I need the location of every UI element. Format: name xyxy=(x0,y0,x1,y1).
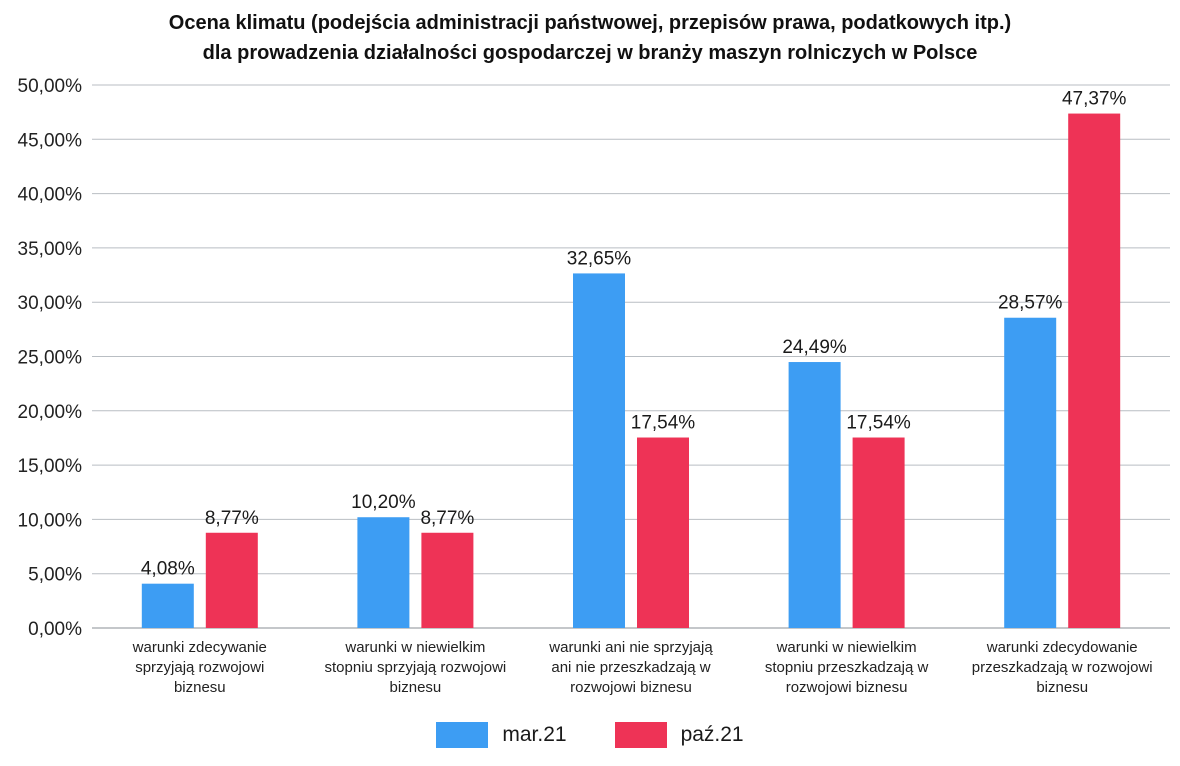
bar xyxy=(637,437,689,628)
chart-title-line-1: Ocena klimatu (podejścia administracji p… xyxy=(168,12,1012,34)
data-label: 17,54% xyxy=(631,413,696,434)
y-tick-label: 5,00% xyxy=(28,565,82,586)
bar-chart-plot: 0,00% 5,00% 10,00% 15,00% 20,00% 25,00% 30,00%… xyxy=(18,76,1170,696)
data-label: 8,77% xyxy=(420,508,474,529)
y-tick-label: 35,00% xyxy=(18,239,83,260)
bar xyxy=(573,273,625,628)
x-category-label: warunki ani nie sprzyjają ani nie przeszk… xyxy=(548,639,713,696)
data-label: 10,20% xyxy=(351,492,416,513)
chart-title-line-2: dla prowadzenia działalności gospodarcze… xyxy=(202,42,978,64)
y-tick-label: 0,00% xyxy=(28,619,82,640)
x-category-label-line: biznesu xyxy=(174,679,226,696)
y-tick-label: 15,00% xyxy=(18,456,83,477)
chart-title: Ocena klimatu (podejścia administracji p… xyxy=(0,8,1180,68)
legend-label-series-2: paź.21 xyxy=(680,723,744,746)
x-category-label-line: warunki zdecywanie xyxy=(132,639,267,656)
y-tick-label: 20,00% xyxy=(18,402,83,423)
bar xyxy=(852,437,905,628)
data-label: 8,77% xyxy=(205,508,259,529)
y-tick-label: 30,00% xyxy=(18,293,83,314)
legend-swatch-series-1 xyxy=(436,722,489,748)
legend-item-series-1: mar.21 xyxy=(436,722,567,748)
y-tick-label: 25,00% xyxy=(18,348,83,369)
x-category-label-line: rozwojowi biznesu xyxy=(786,679,908,696)
data-label: 24,49% xyxy=(782,337,847,358)
x-category-label: warunki w niewielkim stopniu sprzyjają ro… xyxy=(325,639,507,696)
x-category-label: warunki zdecydowanie przeszkadzają w rozw… xyxy=(972,639,1153,696)
data-label: 4,08% xyxy=(141,559,195,580)
y-tick-label: 45,00% xyxy=(18,130,83,151)
legend-item-series-2: paź.21 xyxy=(614,722,744,748)
data-label: 32,65% xyxy=(567,248,632,269)
x-category-label-line: ani nie przeszkadzają w xyxy=(551,659,710,676)
x-category-label: warunki w niewielkim stopniu przeszkadzaj… xyxy=(765,639,929,696)
data-label: 17,54% xyxy=(846,413,911,434)
x-category-label-line: przeszkadzają w rozwojowi xyxy=(972,659,1153,676)
chart-legend: mar.21 paź.21 xyxy=(0,720,1180,750)
x-category-label-line: stopniu przeszkadzają w xyxy=(765,659,929,676)
x-category-label-line: warunki w niewielkim xyxy=(344,639,485,656)
bar xyxy=(1068,113,1121,629)
legend-label-series-1: mar.21 xyxy=(502,723,567,746)
x-category-label-line: warunki zdecydowanie xyxy=(986,639,1138,656)
x-category-label-line: warunki w niewielkim xyxy=(776,639,917,656)
bar xyxy=(1004,317,1057,628)
x-category-label-line: sprzyjają rozwojowi xyxy=(135,659,264,676)
data-label: 28,57% xyxy=(998,293,1063,314)
x-category-label-line: warunki ani nie sprzyjają xyxy=(548,639,713,656)
bar xyxy=(357,517,410,628)
x-category-label-line: biznesu xyxy=(1036,679,1088,696)
bar xyxy=(205,532,258,628)
y-tick-label: 50,00% xyxy=(18,76,83,97)
x-category-label: warunki zdecywanie sprzyjają rozwojowi biz… xyxy=(132,639,267,696)
bar xyxy=(788,362,841,628)
x-category-label-line: stopniu sprzyjają rozwojowi xyxy=(325,659,507,676)
y-tick-label: 40,00% xyxy=(18,185,83,206)
bar xyxy=(141,583,194,628)
bar xyxy=(421,532,474,628)
legend-swatch-series-2 xyxy=(614,722,667,748)
x-category-label-line: rozwojowi biznesu xyxy=(570,679,692,696)
data-label: 47,37% xyxy=(1062,89,1127,110)
y-tick-label: 10,00% xyxy=(18,510,83,531)
x-category-label-line: biznesu xyxy=(390,679,442,696)
